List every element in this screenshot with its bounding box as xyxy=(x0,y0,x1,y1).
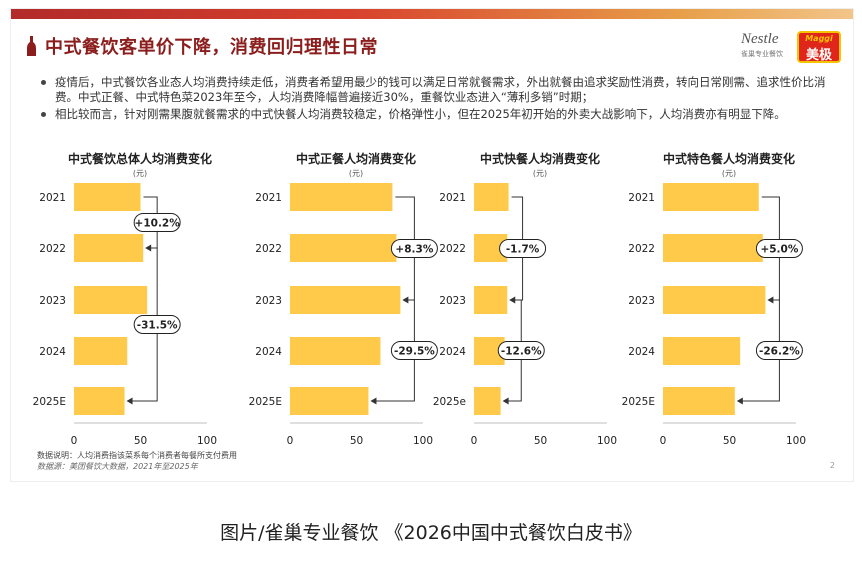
bullet-list: 疫情后，中式餐饮各业态人均消费持续走低，消费者希望用最少的钱可以满足日常就餐需求… xyxy=(41,75,831,124)
annotation-label: -1.7% xyxy=(506,244,540,256)
annotation-label: +8.3% xyxy=(395,244,433,256)
data-source-text: 数据源：美团餐饮大数据，2021年至2025年 xyxy=(37,462,198,471)
annotation-label: -31.5% xyxy=(137,320,178,332)
x-tick-label: 0 xyxy=(71,435,78,447)
data-note: 数据说明：人均消费指该菜系每个消费者每餐所支付费用 数据源：美团餐饮大数据，20… xyxy=(37,450,237,472)
x-tick-label: 0 xyxy=(660,435,667,447)
bar-2022 xyxy=(663,234,763,262)
x-tick-label: 50 xyxy=(350,435,363,447)
nestle-logo-text: Nestle xyxy=(741,31,779,47)
bullet-item: 疫情后，中式餐饮各业态人均消费持续走低，消费者希望用最少的钱可以满足日常就餐需求… xyxy=(41,75,831,105)
chart-unit-label: (元) xyxy=(533,169,547,178)
category-label: 2023 xyxy=(628,295,655,307)
data-note-text: 数据说明：人均消费指该菜系每个消费者每餐所支付费用 xyxy=(37,451,237,460)
annotation-badge xyxy=(499,239,547,258)
category-label: 2024 xyxy=(255,346,282,358)
annotation-badge xyxy=(390,239,438,258)
category-label: 2022 xyxy=(255,243,282,255)
category-label: 2023 xyxy=(39,295,66,307)
chart-title: 中式特色餐人均消费变化 xyxy=(663,151,795,166)
annotation-badge xyxy=(755,239,803,258)
category-label: 2023 xyxy=(255,295,282,307)
bar-2023 xyxy=(74,286,148,314)
annotation-badge xyxy=(390,341,438,360)
maggi-logo-en: Maggi xyxy=(805,34,833,43)
bar-2023 xyxy=(474,286,508,314)
category-label: 2025E xyxy=(622,396,655,408)
category-label: 2021 xyxy=(39,192,66,204)
bar-2022 xyxy=(74,234,144,262)
bar-2024 xyxy=(74,337,128,365)
annotation-arrowhead xyxy=(502,397,509,405)
wine-bottle-icon xyxy=(27,36,36,56)
annotation-label: -29.5% xyxy=(394,346,435,358)
bar-2025E xyxy=(74,387,125,415)
page-title: 中式餐饮客单价下降，消费回归理性日常 xyxy=(45,37,378,58)
category-label: 2022 xyxy=(39,243,66,255)
category-label: 2022 xyxy=(439,243,466,255)
bar-2021 xyxy=(663,183,759,211)
chart-unit-label: (元) xyxy=(133,169,147,178)
bar-2025E xyxy=(663,387,735,415)
annotation-label: +5.0% xyxy=(760,244,798,256)
category-label: 2021 xyxy=(255,192,282,204)
chart-title: 中式餐饮总体人均消费变化 xyxy=(68,151,212,166)
annotation-label: -26.2% xyxy=(759,346,800,358)
bar-2023 xyxy=(663,286,766,314)
chart-title: 中式快餐人均消费变化 xyxy=(480,151,600,166)
bar-2022 xyxy=(290,234,397,262)
bar-2023 xyxy=(290,286,401,314)
bar-2024 xyxy=(290,337,381,365)
maggi-logo-cn: 美极 xyxy=(805,48,832,63)
x-tick-label: 0 xyxy=(471,435,478,447)
x-tick-label: 100 xyxy=(597,435,617,447)
annotation-badge xyxy=(133,315,181,334)
x-tick-label: 0 xyxy=(287,435,294,447)
chart-unit-label: (元) xyxy=(349,169,363,178)
maggi-logo: Maggi 美极 xyxy=(797,31,841,63)
title-row: 中式餐饮客单价下降，消费回归理性日常 xyxy=(25,33,378,59)
bar-2021 xyxy=(474,183,509,211)
category-label: 2024 xyxy=(628,346,655,358)
annotation-label: +10.2% xyxy=(135,218,181,230)
chart-title: 中式正餐人均消费变化 xyxy=(296,151,416,166)
category-label: 2025E xyxy=(33,396,66,408)
x-tick-label: 50 xyxy=(723,435,736,447)
x-tick-label: 100 xyxy=(197,435,217,447)
category-label: 2024 xyxy=(439,346,466,358)
category-label: 2022 xyxy=(628,243,655,255)
category-label: 2024 xyxy=(39,346,66,358)
category-label: 2025e xyxy=(433,396,466,408)
annotation-arrowhead xyxy=(736,397,743,405)
bar-2024 xyxy=(663,337,741,365)
x-tick-label: 50 xyxy=(534,435,547,447)
bar-2025E xyxy=(290,387,369,415)
bar-2021 xyxy=(290,183,393,211)
category-label: 2023 xyxy=(439,295,466,307)
page-number: 2 xyxy=(829,461,835,470)
x-tick-label: 100 xyxy=(413,435,433,447)
chart-unit-label: (元) xyxy=(722,169,736,178)
annotation-badge xyxy=(497,341,545,360)
category-label: 2021 xyxy=(439,192,466,204)
nestle-subtitle: 雀巢专业餐饮 xyxy=(741,50,783,58)
bar-2021 xyxy=(74,183,141,211)
brand-logo: Nestle 雀巢专业餐饮 Maggi 美极 xyxy=(741,25,841,69)
x-tick-label: 100 xyxy=(786,435,806,447)
category-label: 2021 xyxy=(628,192,655,204)
top-accent-bar xyxy=(11,9,853,19)
image-caption: 图片/雀巢专业餐饮 《2026中国中式餐饮白皮书》 xyxy=(220,522,642,544)
annotation-label: -12.6% xyxy=(501,346,542,358)
bar-2025e xyxy=(474,387,501,415)
annotation-arrowhead xyxy=(370,397,377,405)
category-label: 2025E xyxy=(249,396,282,408)
annotation-arrowhead xyxy=(126,397,133,405)
annotation-badge xyxy=(133,213,181,232)
x-tick-label: 50 xyxy=(134,435,147,447)
bullet-item: 相比较而言，针对刚需果腹就餐需求的中式快餐人均消费较稳定，价格弹性小，但在202… xyxy=(41,107,831,122)
annotation-badge xyxy=(755,341,803,360)
